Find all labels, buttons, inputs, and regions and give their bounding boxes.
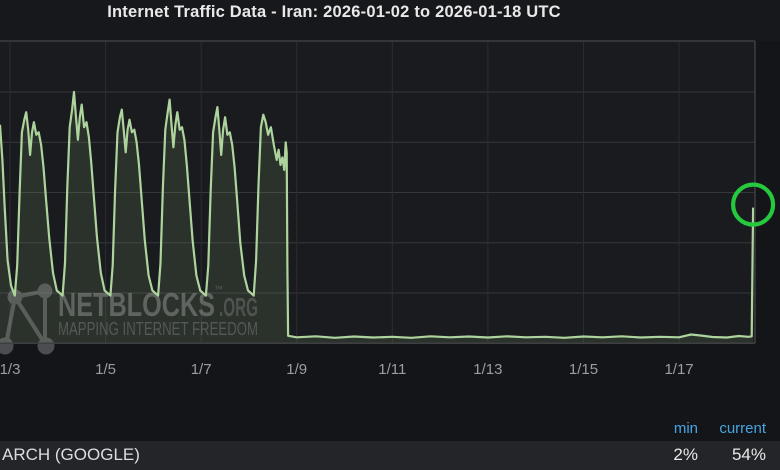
x-axis-tick-labels: 1/3 1/5 1/7 1/9 1/11 1/13 1/15 1/17	[0, 361, 694, 378]
legend-min-value: 2%	[673, 445, 698, 464]
watermark-tm: ™	[214, 284, 223, 294]
watermark-brand: NETBLOCKS	[58, 286, 215, 323]
legend-current-value: 54%	[731, 445, 766, 464]
network-nodes-icon	[0, 283, 55, 355]
title-bar	[0, 0, 780, 41]
gridlines	[0, 41, 755, 344]
x-tick-label: 1/7	[191, 361, 212, 378]
legend-column-current: current	[719, 420, 766, 437]
x-tick-label: 1/5	[95, 361, 116, 378]
chart-title: Internet Traffic Data - Iran: 2026-01-02…	[107, 3, 561, 21]
x-tick-label: 1/15	[569, 361, 598, 378]
watermark-tagline: MAPPING INTERNET FREEDOM	[58, 319, 258, 339]
netblocks-watermark: NETBLOCKS ™ .ORG MAPPING INTERNET FREEDO…	[0, 283, 258, 355]
legend-row: ARCH (GOOGLE) 2% 54%	[0, 441, 780, 470]
traffic-series-area	[0, 92, 754, 344]
x-tick-label: 1/9	[286, 361, 307, 378]
x-tick-label: 1/3	[0, 361, 20, 378]
legend-column-min: min	[673, 420, 698, 437]
traffic-series-line	[0, 90, 755, 339]
legend-series-label[interactable]: ARCH (GOOGLE)	[2, 445, 140, 464]
annotation-circle	[730, 182, 776, 227]
x-tick-label: 1/11	[378, 361, 406, 378]
watermark-domain: .ORG	[219, 292, 258, 322]
plot-borders	[0, 40, 756, 345]
x-tick-label: 1/13	[473, 361, 502, 378]
x-tick-label: 1/17	[664, 361, 693, 378]
